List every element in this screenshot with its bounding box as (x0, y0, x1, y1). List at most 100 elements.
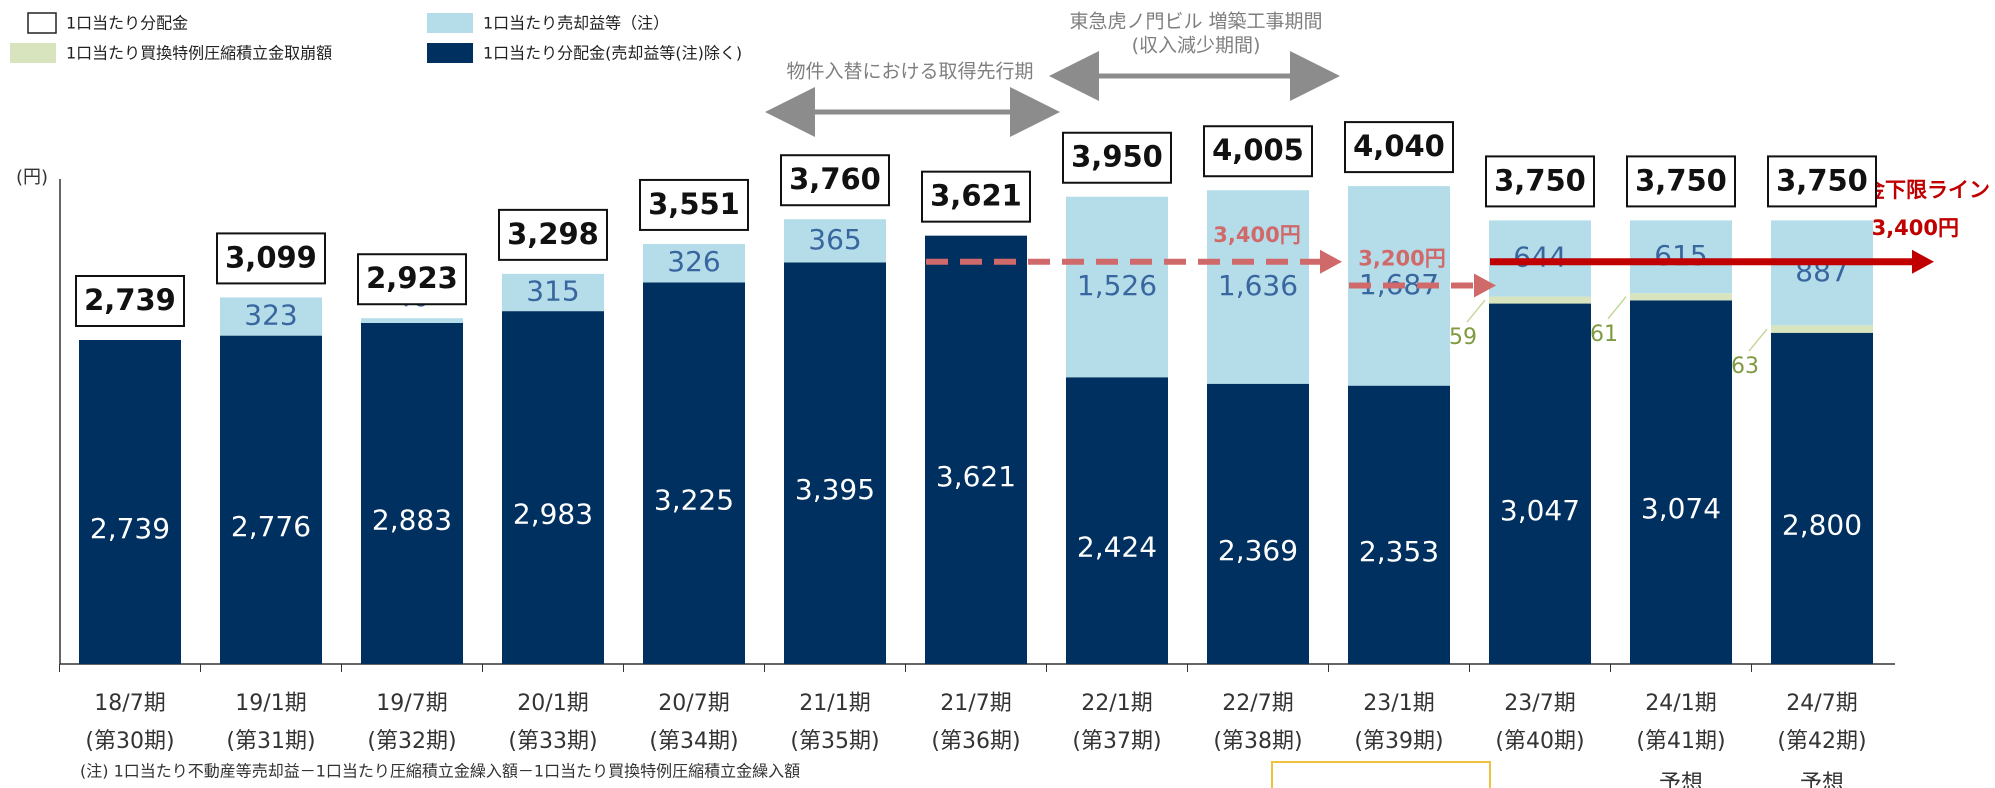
total-box (1062, 131, 1172, 184)
value-label: 2,800 (1782, 508, 1862, 541)
total-box (1485, 155, 1595, 208)
total-box (498, 208, 608, 261)
total-box (639, 178, 749, 231)
x-tick-label: 22/1期 (1081, 691, 1152, 716)
x-tick-label: (第30期) (85, 729, 174, 754)
value-label: 315 (526, 275, 579, 308)
bar-segment (925, 235, 1027, 664)
legend-label: 1口当たり分配金 (66, 14, 188, 33)
value-label: 326 (667, 245, 720, 278)
leader-line (1607, 296, 1627, 320)
total-label: 3,298 (507, 217, 599, 251)
bar-segment (1207, 190, 1309, 384)
total-label: 3,950 (1071, 140, 1163, 174)
legend-swatch (427, 13, 473, 33)
value-label: 2,983 (513, 498, 593, 531)
total-box (357, 253, 467, 306)
bar-segment (361, 322, 463, 664)
total-label: 4,040 (1353, 129, 1445, 163)
x-tick-label: (第36期) (931, 729, 1020, 754)
total-box (1344, 121, 1454, 174)
bar-segment (1630, 293, 1732, 301)
bar-segment (1348, 385, 1450, 664)
x-tick-label: 20/7期 (658, 691, 729, 716)
value-label: 2,369 (1218, 534, 1298, 567)
bar-segment (79, 339, 181, 664)
bar-segment (1771, 332, 1873, 664)
leader-line (1748, 328, 1768, 352)
x-tick-label: 18/7期 (94, 691, 165, 716)
arrow-head (1912, 249, 1934, 274)
bar-segment (220, 297, 322, 336)
x-tick-label: 19/7期 (376, 691, 447, 716)
forecast-label: 予想 (1659, 771, 1703, 788)
legend-label: 1口当たり売却益等（注） (483, 14, 669, 33)
total-label: 3,750 (1776, 163, 1868, 197)
x-tick-label: (第37期) (1072, 729, 1161, 754)
value-label: 2,883 (372, 503, 452, 536)
x-tick-label: (第33期) (508, 729, 597, 754)
bar-segment (1489, 303, 1591, 664)
bar-segment (502, 273, 604, 312)
reference-label: 3,400円 (1872, 216, 1959, 240)
bar-segment (1066, 377, 1168, 664)
bar-segment (502, 311, 604, 664)
value-label: 3,395 (795, 473, 875, 506)
x-tick-label: (第40期) (1495, 729, 1584, 754)
value-label: 3,225 (654, 483, 734, 516)
y-unit: (円) (16, 167, 48, 188)
bar-segment (784, 219, 886, 263)
value-label: 2,424 (1077, 531, 1157, 564)
total-box (921, 170, 1031, 223)
arrow-head (1474, 273, 1496, 298)
bar-segment (1066, 196, 1168, 378)
legend-swatch (427, 43, 473, 63)
bar-segment (1630, 220, 1732, 294)
total-box (1626, 155, 1736, 208)
value-label: 3,047 (1500, 494, 1580, 527)
annotation: 東急虎ノ門ビル 増築工事期間 (1069, 11, 1322, 33)
bar-segment (1771, 220, 1873, 326)
x-tick-label: (第31期) (226, 729, 315, 754)
x-tick-label: (第35期) (790, 729, 879, 754)
bar-segment (1771, 325, 1873, 333)
bar-segment (643, 243, 745, 283)
total-label: 2,923 (366, 261, 458, 295)
value-label: 2,353 (1359, 535, 1439, 568)
value-label: 1,636 (1218, 269, 1298, 302)
x-tick-label: 20/1期 (517, 691, 588, 716)
x-tick-label: 24/7期 (1786, 691, 1857, 716)
legend-label: 1口当たり分配金(売却益等(注)除く) (483, 44, 742, 63)
annotation: (収入減少期間) (1132, 35, 1261, 57)
reference-label: 3,200円 (1358, 246, 1445, 270)
legend-label: 1口当たり買換特例圧縮積立金取崩額 (66, 44, 332, 63)
value-label: 2,739 (90, 512, 170, 545)
x-tick-label: (第32期) (367, 729, 456, 754)
total-box (780, 154, 890, 207)
total-label: 3,750 (1494, 163, 1586, 197)
x-tick-label: 19/1期 (235, 691, 306, 716)
value-label: 644 (1513, 240, 1566, 273)
bar-segment (220, 335, 322, 664)
note: (注) 1口当たり不動産等売却益－1口当たり圧縮積立金繰入額－1口当たり買換特例… (80, 762, 800, 781)
arrow-head (1320, 249, 1342, 274)
total-label: 3,099 (225, 240, 317, 274)
bar-segment (1207, 383, 1309, 664)
value-label: 59 (1449, 325, 1477, 350)
x-tick-label: 22/7期 (1222, 691, 1293, 716)
value-label: 61 (1590, 322, 1618, 347)
x-tick-label: 24/1期 (1645, 691, 1716, 716)
legend-swatch (10, 43, 56, 63)
x-tick-label: (第38期) (1213, 729, 1302, 754)
callout-box (1271, 761, 1491, 788)
total-label: 3,551 (648, 187, 740, 221)
value-label: 2,776 (231, 510, 311, 543)
value-label: 323 (244, 299, 297, 332)
value-label: 365 (808, 223, 861, 256)
total-box (1767, 155, 1877, 208)
forecast-label: 予想 (1800, 771, 1844, 788)
total-label: 3,621 (930, 179, 1022, 213)
total-label: 2,739 (84, 283, 176, 317)
